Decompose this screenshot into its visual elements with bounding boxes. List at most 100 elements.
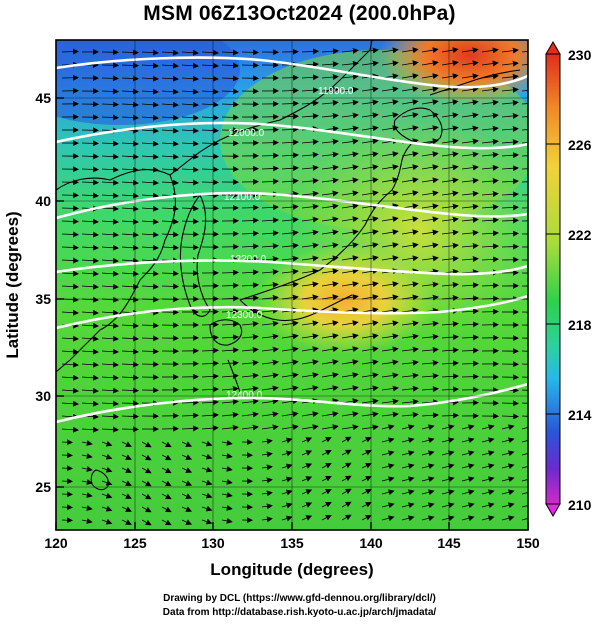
wind-arrow	[161, 218, 179, 225]
wind-arrow	[181, 386, 199, 393]
wind-arrow	[161, 153, 179, 160]
wind-arrow	[361, 164, 379, 171]
colorbar-tick-label: 210	[568, 497, 592, 513]
wind-arrow	[461, 86, 479, 93]
wind-arrow	[381, 411, 399, 418]
wind-arrow	[261, 230, 279, 237]
wind-arrow	[281, 489, 293, 496]
wind-arrow	[361, 294, 379, 301]
wind-arrow	[181, 140, 199, 147]
wind-arrow	[101, 231, 119, 238]
wind-arrow	[401, 372, 419, 379]
wind-arrow	[461, 190, 479, 197]
wind-arrow	[141, 322, 159, 329]
wind-arrow	[101, 426, 119, 433]
wind-arrow	[61, 257, 79, 264]
wind-arrow	[401, 60, 419, 67]
wind-arrow	[161, 114, 179, 121]
wind-arrow	[381, 398, 399, 405]
wind-arrow	[221, 114, 239, 121]
wind-arrow	[321, 462, 332, 469]
wind-arrow	[201, 466, 213, 473]
wind-arrow	[281, 450, 293, 457]
wind-arrow	[221, 334, 239, 341]
wind-arrow	[321, 372, 339, 379]
wind-arrow	[101, 309, 119, 316]
wind-arrow	[341, 86, 359, 93]
wind-arrow	[261, 516, 273, 523]
wind-arrow	[441, 489, 455, 496]
wind-arrow	[421, 112, 439, 119]
wind-arrow	[141, 244, 159, 251]
wind-arrow	[201, 140, 219, 147]
wind-arrow	[181, 244, 199, 251]
wind-arrow	[81, 361, 99, 368]
wind-arrow	[221, 321, 239, 328]
wind-arrow	[481, 502, 495, 509]
wind-arrow	[221, 269, 239, 276]
wind-arrow	[401, 229, 419, 236]
wind-arrow	[61, 465, 73, 472]
wind-arrow	[61, 374, 79, 381]
wind-arrow	[521, 90, 528, 92]
wind-arrow	[261, 139, 279, 146]
wind-arrow	[501, 217, 519, 224]
wind-arrow	[321, 385, 339, 392]
wind-arrow	[221, 373, 239, 380]
wind-arrow	[301, 268, 319, 275]
wind-arrow	[261, 438, 273, 445]
wind-arrow	[361, 125, 379, 132]
wind-arrow	[441, 203, 459, 210]
wind-arrow	[481, 73, 499, 80]
wind-arrow	[441, 164, 459, 171]
wind-arrow	[201, 88, 219, 95]
wind-arrow	[361, 151, 379, 158]
wind-arrow	[321, 501, 332, 508]
wind-arrow	[301, 48, 319, 55]
wind-arrow	[121, 88, 139, 95]
wind-arrow	[461, 125, 479, 132]
wind-arrow	[181, 399, 199, 406]
wind-arrow	[341, 372, 359, 379]
wind-arrow	[121, 75, 139, 82]
wind-arrow	[281, 113, 299, 120]
wind-arrow	[101, 179, 119, 186]
wind-arrow	[201, 399, 219, 406]
wind-arrow	[341, 99, 359, 106]
wind-arrow	[81, 400, 99, 407]
wind-arrow	[341, 294, 359, 301]
wind-arrow	[121, 166, 139, 173]
wind-arrow	[161, 101, 179, 108]
wind-arrow	[381, 86, 399, 93]
wind-arrow	[441, 476, 455, 483]
y-tick-marks	[56, 97, 64, 488]
wind-arrow	[301, 359, 319, 366]
wind-arrow	[141, 75, 159, 82]
wind-arrow	[501, 204, 519, 211]
wind-arrow	[361, 424, 379, 431]
wind-arrow	[381, 463, 395, 470]
wind-arrow	[261, 451, 273, 458]
wind-arrow	[201, 114, 219, 121]
wind-arrow	[401, 112, 419, 119]
colorbar-tick-label: 222	[568, 227, 592, 243]
y-tick-label: 25	[35, 479, 51, 495]
wind-arrow	[261, 333, 279, 340]
wind-arrow	[321, 255, 339, 262]
wind-arrow	[461, 282, 479, 289]
wind-arrow	[381, 450, 395, 457]
wind-arrow	[421, 151, 439, 158]
wind-arrow	[261, 320, 279, 327]
wind-arrow	[481, 463, 495, 470]
wind-arrow	[301, 294, 319, 301]
wind-arrow	[101, 518, 113, 525]
wind-arrow	[321, 281, 339, 288]
wind-arrow	[181, 88, 199, 95]
wind-arrow	[361, 463, 372, 469]
x-tick-label: 150	[516, 535, 540, 551]
wind-arrow	[241, 385, 259, 392]
wind-arrow	[381, 489, 395, 496]
wind-arrow	[221, 101, 239, 108]
wind-arrow	[81, 453, 93, 459]
wind-arrow	[101, 140, 119, 147]
